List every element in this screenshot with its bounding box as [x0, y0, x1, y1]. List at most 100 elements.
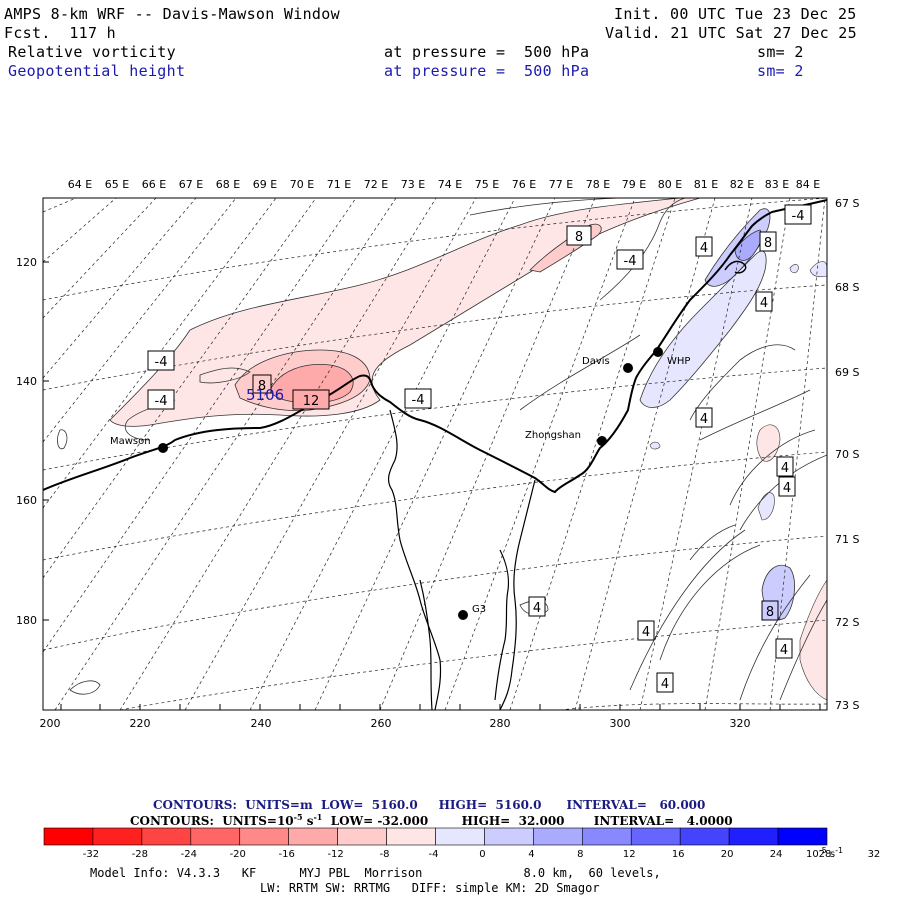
station-whp: WHP — [653, 347, 690, 367]
field2-level: at pressure = 500 hPa — [384, 62, 590, 80]
colorbar-units-s-exp: -1 — [835, 846, 843, 855]
contour-label: -4 — [147, 350, 175, 371]
contour-label: -4 — [784, 204, 812, 225]
lon-label: 79 E — [622, 178, 646, 191]
ice-shelf-outline — [387, 409, 442, 710]
pos-vorticity-region-5 — [757, 492, 775, 521]
colorbar-swatch — [777, 827, 828, 846]
colorbar-swatch — [43, 827, 94, 846]
colorbar-swatch — [190, 827, 241, 846]
contour-label: -4 — [147, 389, 175, 410]
latitude-labels: 67 S 68 S 69 S 70 S 71 S 72 S 73 S — [835, 197, 859, 712]
y-tick-label: 120 — [16, 256, 37, 269]
field1-name: Relative vorticity — [8, 43, 176, 61]
colorbar-swatch — [239, 827, 289, 846]
longitude-lines — [43, 198, 826, 710]
contour-label: 8 — [759, 231, 777, 252]
svg-text:4: 4 — [661, 677, 669, 692]
colorbar-swatch — [141, 827, 192, 846]
lon-label: 72 E — [364, 178, 388, 191]
forecast-hour: Fcst. 117 h — [4, 24, 116, 42]
contour-label: 8 — [761, 600, 779, 621]
lat-label: 70 S — [835, 448, 859, 461]
valid-time: Valid. 21 UTC Sat 27 Dec 25 — [605, 24, 857, 42]
lat-label: 69 S — [835, 366, 859, 379]
colorbar-swatch — [728, 827, 779, 846]
station-zhongshan-marker — [597, 436, 607, 446]
lon-label: 74 E — [438, 178, 462, 191]
pos-vorticity-region-8 — [649, 441, 661, 450]
lon-label: 64 E — [68, 178, 92, 191]
lon-label: 71 E — [327, 178, 351, 191]
contour-label: 4 — [695, 236, 713, 257]
colorbar-tick-label: -16 — [279, 849, 295, 860]
colorbar-tick-label: -32 — [83, 849, 99, 860]
ice-shelf-outline-2 — [499, 479, 536, 710]
map-field — [43, 198, 827, 710]
colorbar-swatch — [582, 827, 632, 846]
contour-label: 4 — [656, 672, 674, 693]
svg-text:4: 4 — [533, 601, 541, 616]
station-davis-marker — [623, 363, 633, 373]
lon-label: 68 E — [216, 178, 240, 191]
station-mawson-marker — [158, 443, 168, 453]
svg-text:4: 4 — [642, 625, 650, 640]
svg-text:-4: -4 — [412, 393, 425, 408]
y-tick-labels: 120 140 160 180 — [16, 256, 37, 627]
pos-vorticity-region-7 — [809, 261, 827, 278]
field2-name: Geopotential height — [8, 62, 186, 80]
x-tick-label: 220 — [130, 717, 151, 730]
contour-label: 8 — [252, 374, 272, 394]
colorbar-tick-label: 16 — [672, 849, 685, 860]
lat-label: 68 S — [835, 281, 859, 294]
svg-text:-4: -4 — [792, 209, 805, 224]
colorbar-swatch — [630, 827, 681, 846]
y-tick-label: 140 — [16, 375, 37, 388]
lat-label: 73 S — [835, 699, 859, 712]
colorbar-tick-label: 32 — [868, 849, 881, 860]
svg-text:8: 8 — [575, 230, 583, 245]
pos-vorticity-region — [639, 250, 767, 408]
lat-label: 72 S — [835, 616, 859, 629]
contour-label: 4 — [775, 638, 793, 659]
svg-text:8: 8 — [766, 605, 774, 620]
lon-label: 77 E — [549, 178, 573, 191]
map-frame — [42, 197, 828, 711]
contours-range: LOW= -32.000 HIGH= 32.000 INTERVAL= 4.00… — [322, 814, 733, 828]
colorbar-tick-label: 4 — [528, 849, 534, 860]
svg-text:8: 8 — [258, 379, 266, 394]
colorbar-swatch — [92, 827, 143, 846]
svg-text:4: 4 — [700, 412, 708, 427]
colorbar-tick-label: 28 — [819, 849, 832, 860]
neg-vorticity-region-5 — [756, 424, 781, 462]
lon-label: 82 E — [730, 178, 754, 191]
colorbar-tick-label: 0 — [479, 849, 485, 860]
contours-units-s: s — [302, 814, 314, 828]
svg-text:-4: -4 — [155, 355, 168, 370]
lon-label: 69 E — [253, 178, 277, 191]
lon-label: 67 E — [179, 178, 203, 191]
model-info-line-1: Model Info: V4.3.3 KF MYJ PBL Morrison 8… — [90, 866, 661, 880]
station-whp-label: WHP — [667, 356, 690, 367]
colorbar-swatch — [288, 827, 338, 846]
svg-text:4: 4 — [781, 461, 789, 476]
colorbar-units-base: 10 — [806, 849, 819, 860]
coastline — [43, 199, 827, 494]
lon-label: 81 E — [694, 178, 718, 191]
station-mawson-label: Mawson — [110, 436, 151, 447]
contour-label: 8 — [566, 225, 592, 246]
contour-labels: 8 -4 4 8 -4 4 -4 -4 8 5106 12 -4 4 4 4 4… — [147, 204, 812, 693]
contour-label: 12 — [292, 389, 330, 410]
contours-info-height: CONTOURS: UNITS=m LOW= 5160.0 HIGH= 5160… — [153, 798, 706, 812]
colorbar-swatch — [435, 827, 485, 846]
lon-label: 80 E — [658, 178, 682, 191]
colorbar-tick-label: -20 — [230, 849, 246, 860]
thin-contours — [57, 198, 827, 701]
x-tick-label: 300 — [610, 717, 631, 730]
contour-label: 4 — [778, 476, 796, 497]
lon-label: 66 E — [142, 178, 166, 191]
station-mawson: Mawson — [110, 436, 168, 453]
ice-shelf-outline-5 — [724, 260, 747, 274]
svg-text:-4: -4 — [624, 254, 637, 269]
